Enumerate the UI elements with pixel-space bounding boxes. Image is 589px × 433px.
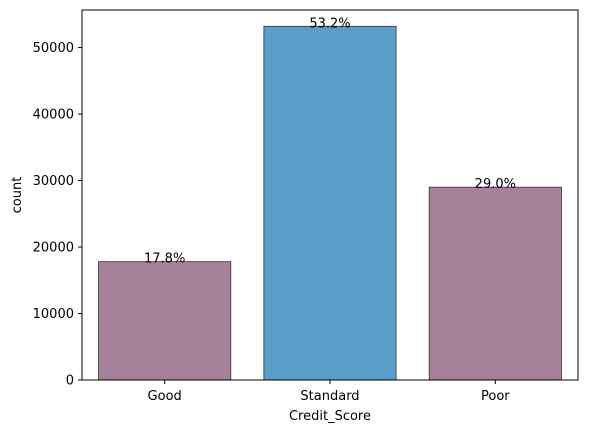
y-axis-ticks: 0 10000 20000 30000 40000 50000	[33, 41, 82, 389]
y-tick-label: 50000	[33, 41, 74, 56]
x-axis-ticks: Good Standard Poor	[148, 380, 510, 404]
bars-group	[98, 25, 562, 381]
x-tick-label-poor: Poor	[481, 389, 510, 404]
data-labels-group: 17.8% 53.2% 29.0%	[144, 16, 516, 266]
y-tick-label: 0	[66, 374, 74, 389]
y-tick-label: 30000	[33, 174, 74, 189]
bar-poor	[428, 186, 562, 381]
bar-standard	[263, 25, 397, 381]
data-label-standard: 53.2%	[309, 16, 350, 31]
y-axis-label: count	[10, 177, 25, 214]
data-label-good: 17.8%	[144, 252, 185, 267]
y-tick-label: 20000	[33, 241, 74, 256]
y-tick-label: 10000	[33, 307, 74, 322]
y-tick-label: 40000	[33, 108, 74, 123]
data-label-poor: 29.0%	[475, 177, 516, 192]
bar-good	[98, 261, 232, 381]
x-axis-label: Credit_Score	[289, 409, 371, 424]
x-tick-label-good: Good	[148, 389, 182, 404]
plot-frame	[81, 9, 579, 381]
x-tick-label-standard: Standard	[300, 389, 359, 404]
